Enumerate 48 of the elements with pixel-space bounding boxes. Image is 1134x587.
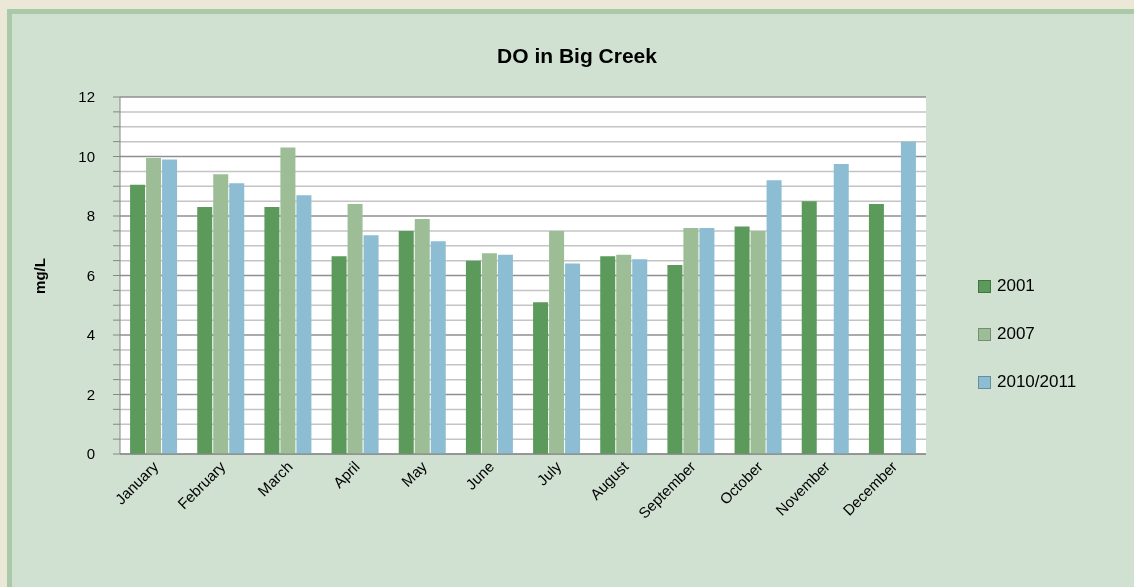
- bar: [414, 218, 430, 454]
- bar: [766, 180, 782, 454]
- bar: [833, 163, 849, 454]
- bar: [616, 254, 632, 454]
- bar: [347, 204, 363, 454]
- bar: [699, 227, 715, 454]
- y-tick-label: 6: [86, 266, 95, 284]
- bar: [197, 207, 213, 454]
- bar: [331, 256, 347, 454]
- bar: [497, 254, 513, 454]
- bar: [667, 265, 683, 454]
- y-tick-label: 10: [78, 147, 95, 165]
- bar: [146, 157, 162, 454]
- legend-label: 2001: [997, 276, 1035, 296]
- x-tick-label: July: [533, 457, 565, 489]
- x-tick-label: May: [397, 457, 431, 490]
- y-tick-label: 2: [86, 385, 95, 403]
- bar: [549, 230, 565, 454]
- bar: [229, 183, 245, 454]
- y-tick-label: 8: [86, 207, 95, 224]
- bar: [162, 159, 178, 454]
- bar: [683, 227, 699, 454]
- legend-label: 2007: [997, 324, 1035, 344]
- bar: [430, 241, 446, 454]
- chart-title: DO in Big Creek: [496, 44, 658, 68]
- bar: [600, 256, 616, 454]
- y-tick-label: 0: [86, 445, 95, 462]
- bar: [465, 260, 481, 454]
- y-tick-label: 12: [78, 88, 95, 105]
- y-tick-label: 4: [86, 326, 95, 343]
- bar: [900, 141, 916, 454]
- bar: [264, 207, 280, 454]
- bar: [734, 226, 750, 454]
- bar: [213, 174, 229, 454]
- y-axis-title: mg/L: [30, 256, 49, 296]
- bar: [801, 201, 817, 454]
- bar: [533, 302, 549, 454]
- bar: [398, 230, 414, 454]
- bar: [363, 235, 379, 454]
- bar: [296, 195, 312, 454]
- bar: [565, 263, 581, 454]
- bar: [750, 230, 766, 454]
- legend-label: 2010/2011: [997, 372, 1077, 392]
- bar: [632, 259, 648, 454]
- bar: [130, 184, 146, 454]
- bar: [868, 204, 884, 454]
- bar: [280, 147, 296, 454]
- bar: [481, 253, 497, 454]
